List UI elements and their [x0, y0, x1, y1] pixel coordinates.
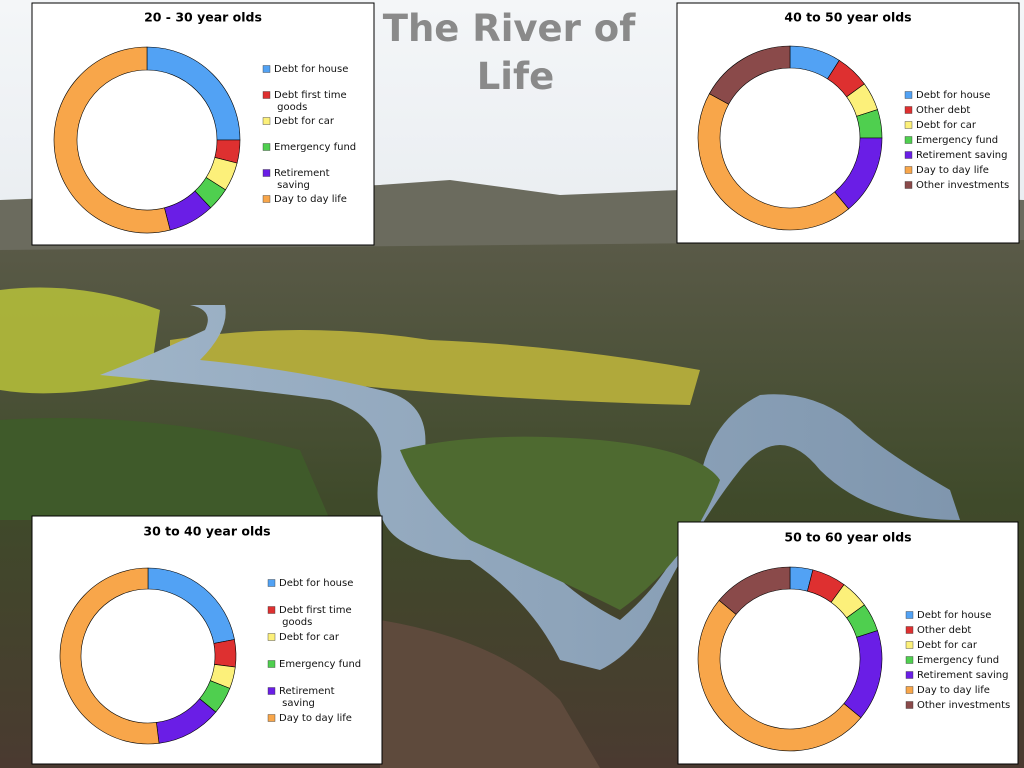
legend-swatch: [905, 611, 914, 619]
donut-segment: [53, 46, 171, 234]
legend-label: Emergency fund: [917, 655, 999, 666]
slide-title: The River of Life: [383, 7, 636, 98]
legend-swatch: [904, 121, 913, 129]
chart-title: 30 to 40 year olds: [143, 524, 270, 539]
legend-label: Other investments: [916, 180, 1009, 191]
legend-swatch: [904, 181, 913, 189]
legend-swatch: [904, 106, 913, 114]
legend-label: Day to day life: [279, 713, 352, 724]
chart-title: 50 to 60 year olds: [784, 530, 911, 545]
chart: 50 to 60 year olds Debt for house Other de…: [677, 521, 1019, 765]
chart-panel: [31, 515, 383, 765]
legend-label: Emergency fund: [279, 659, 361, 670]
donut-segment: [718, 566, 791, 615]
legend-label: Day to day life: [916, 165, 989, 176]
donut-segment: [59, 567, 160, 745]
legend-label: Retirement saving: [916, 150, 1007, 161]
legend-swatch: [262, 169, 271, 177]
legend-label: Other debt: [917, 625, 971, 636]
legend-swatch: [262, 65, 271, 73]
legend-swatch: [905, 626, 914, 634]
legend-label: Other debt: [916, 105, 970, 116]
legend-swatch: [904, 166, 913, 174]
legend-label: Day to day life: [274, 194, 347, 205]
chart: 40 to 50 year olds Debt for house Other de…: [676, 2, 1020, 244]
legend-label: Day to day life: [917, 685, 990, 696]
legend-label: Retirement saving: [274, 168, 330, 191]
legend-label: Emergency fund: [274, 142, 356, 153]
legend-swatch: [905, 686, 914, 694]
legend-label: Other investments: [917, 700, 1010, 711]
donut-segment: [708, 45, 791, 105]
legend-label: Debt for house: [274, 64, 348, 75]
legend-label: Debt for house: [279, 578, 353, 589]
legend-swatch: [905, 671, 914, 679]
chart: 20 - 30 year olds Debt for house Debt firs…: [31, 2, 375, 246]
legend-swatch: [267, 606, 276, 614]
legend-label: Debt for house: [916, 90, 990, 101]
legend-label: Debt for car: [916, 120, 977, 131]
chart: 30 to 40 year olds Debt for house Debt fir…: [31, 515, 383, 765]
legend-swatch: [262, 117, 271, 125]
legend-label: Emergency fund: [916, 135, 998, 146]
legend-swatch: [262, 195, 271, 203]
legend-swatch: [262, 91, 271, 99]
legend-label: Retirement saving: [917, 670, 1008, 681]
donut-segment: [213, 639, 237, 668]
legend-swatch: [267, 660, 276, 668]
legend-swatch: [267, 714, 276, 722]
legend-label: Debt for car: [279, 632, 340, 643]
legend-swatch: [904, 136, 913, 144]
legend-label: Retirement saving: [279, 686, 335, 709]
legend-label: Debt for car: [917, 640, 978, 651]
legend-swatch: [267, 633, 276, 641]
donut-segment: [697, 599, 862, 752]
legend-swatch: [905, 641, 914, 649]
legend-label: Debt first time goods: [279, 605, 352, 628]
legend-swatch: [262, 143, 271, 151]
legend-swatch: [905, 701, 914, 709]
legend-label: Debt for house: [917, 610, 991, 621]
legend-swatch: [267, 687, 276, 695]
legend-label: Debt first time goods: [274, 90, 347, 113]
chart-title: 40 to 50 year olds: [784, 10, 911, 25]
legend-swatch: [905, 656, 914, 664]
legend-swatch: [904, 91, 913, 99]
legend-swatch: [267, 579, 276, 587]
legend-swatch: [904, 151, 913, 159]
legend-label: Debt for car: [274, 116, 335, 127]
chart-title: 20 - 30 year olds: [144, 10, 262, 25]
